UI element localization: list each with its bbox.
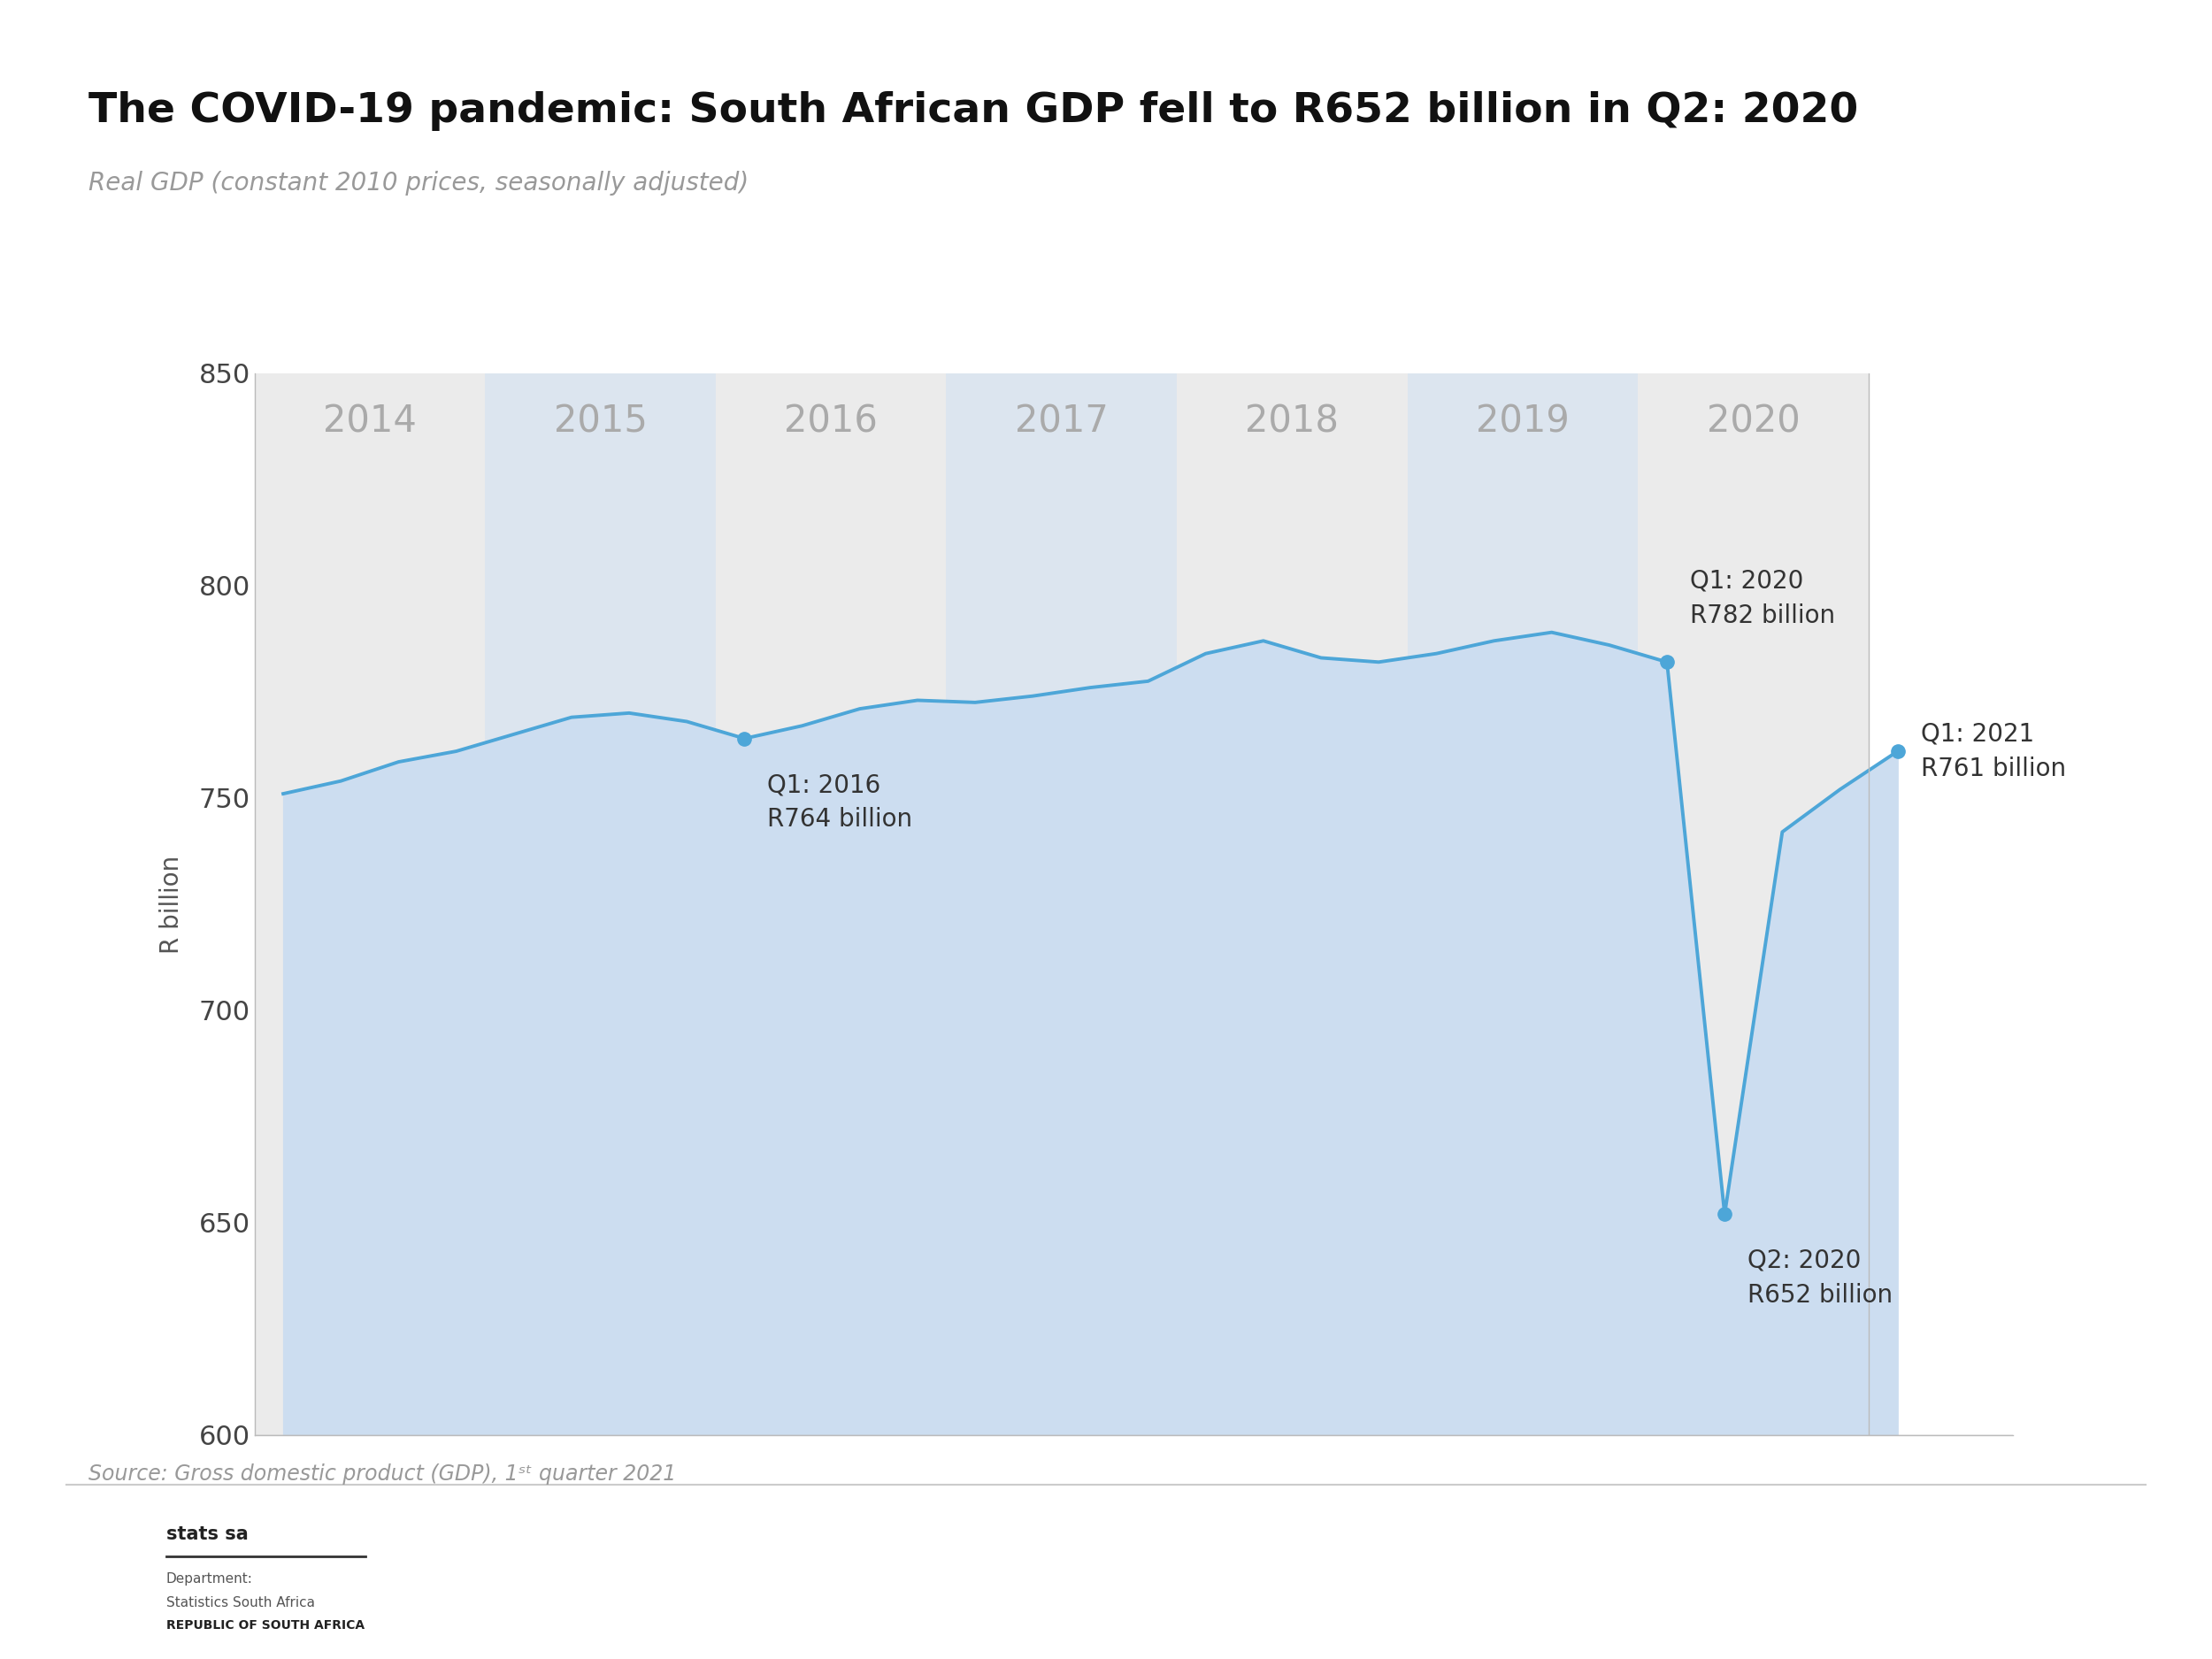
Text: REPUBLIC OF SOUTH AFRICA: REPUBLIC OF SOUTH AFRICA (166, 1619, 365, 1631)
Text: Q2: 2020
R652 billion: Q2: 2020 R652 billion (1747, 1248, 1893, 1307)
Text: The COVID-19 pandemic: South African GDP fell to R652 billion in Q2: 2020: The COVID-19 pandemic: South African GDP… (88, 91, 1858, 131)
Y-axis label: R billion: R billion (159, 854, 184, 954)
Bar (1177, 373, 1407, 1435)
Text: stats sa: stats sa (166, 1526, 248, 1543)
Text: 2019: 2019 (1475, 403, 1571, 440)
Text: 2015: 2015 (553, 403, 648, 440)
Bar (1639, 373, 1869, 1435)
Bar (947, 373, 1177, 1435)
Bar (484, 373, 717, 1435)
Text: Real GDP (constant 2010 prices, seasonally adjusted): Real GDP (constant 2010 prices, seasonal… (88, 171, 748, 196)
Text: 2017: 2017 (1015, 403, 1108, 440)
Text: 2018: 2018 (1245, 403, 1338, 440)
Text: Q1: 2016
R764 billion: Q1: 2016 R764 billion (768, 773, 914, 831)
Bar (254, 373, 484, 1435)
Text: 2020: 2020 (1708, 403, 1801, 440)
Bar (717, 373, 947, 1435)
Text: 2014: 2014 (323, 403, 416, 440)
Text: Q1: 2021
R761 billion: Q1: 2021 R761 billion (1920, 722, 2066, 781)
Text: 2016: 2016 (783, 403, 878, 440)
Text: Department:: Department: (166, 1573, 252, 1586)
Text: Q1: 2020
R782 billion: Q1: 2020 R782 billion (1690, 569, 1836, 629)
Text: Statistics South Africa: Statistics South Africa (166, 1596, 314, 1609)
Bar (1407, 373, 1639, 1435)
Text: Source: Gross domestic product (GDP), 1ˢᵗ quarter 2021: Source: Gross domestic product (GDP), 1ˢ… (88, 1463, 677, 1485)
